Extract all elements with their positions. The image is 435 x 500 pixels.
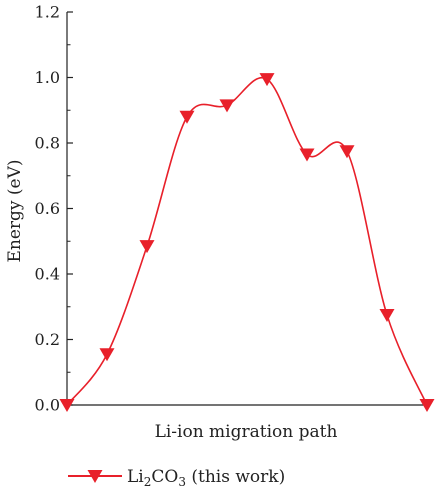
data-point-marker (419, 399, 435, 412)
series-curve (66, 76, 428, 406)
y-tick-label: 0.4 (35, 265, 60, 284)
y-tick-label: 0.8 (35, 134, 60, 153)
legend-label-rest: (this work) (186, 467, 285, 487)
data-point-marker (179, 110, 195, 124)
data-point-marker (59, 399, 75, 412)
y-tick-label: 0.0 (35, 396, 60, 415)
axes (66, 12, 427, 406)
x-axis-label: Li-ion migration path (155, 422, 338, 442)
series-line (66, 76, 428, 406)
legend-marker (87, 470, 103, 483)
legend: Li2CO3 (this work) (68, 467, 285, 489)
legend-label-sub2: 3 (178, 475, 186, 489)
data-point-marker (259, 73, 275, 87)
legend-label-li: Li (127, 467, 144, 487)
y-tick-label: 1.2 (35, 3, 60, 22)
y-tick-label: 0.2 (35, 330, 60, 349)
y-tick-label: 0.6 (35, 199, 60, 218)
legend-label: Li2CO3 (this work) (127, 467, 285, 489)
data-point-marker (139, 240, 155, 254)
y-tick-label: 1.0 (35, 68, 60, 87)
y-ticks: 0.0 0.2 0.4 0.6 0.8 1.0 1.2 (35, 3, 73, 415)
legend-label-sub1: 2 (144, 475, 152, 489)
data-point-marker (219, 99, 235, 113)
data-point-marker (339, 145, 355, 159)
series-markers (59, 73, 435, 412)
data-point-marker (379, 308, 395, 322)
legend-label-co: CO (151, 467, 178, 487)
data-point-marker (99, 348, 115, 362)
data-point-marker (299, 148, 315, 162)
y-axis-label: Energy (eV) (5, 159, 25, 262)
